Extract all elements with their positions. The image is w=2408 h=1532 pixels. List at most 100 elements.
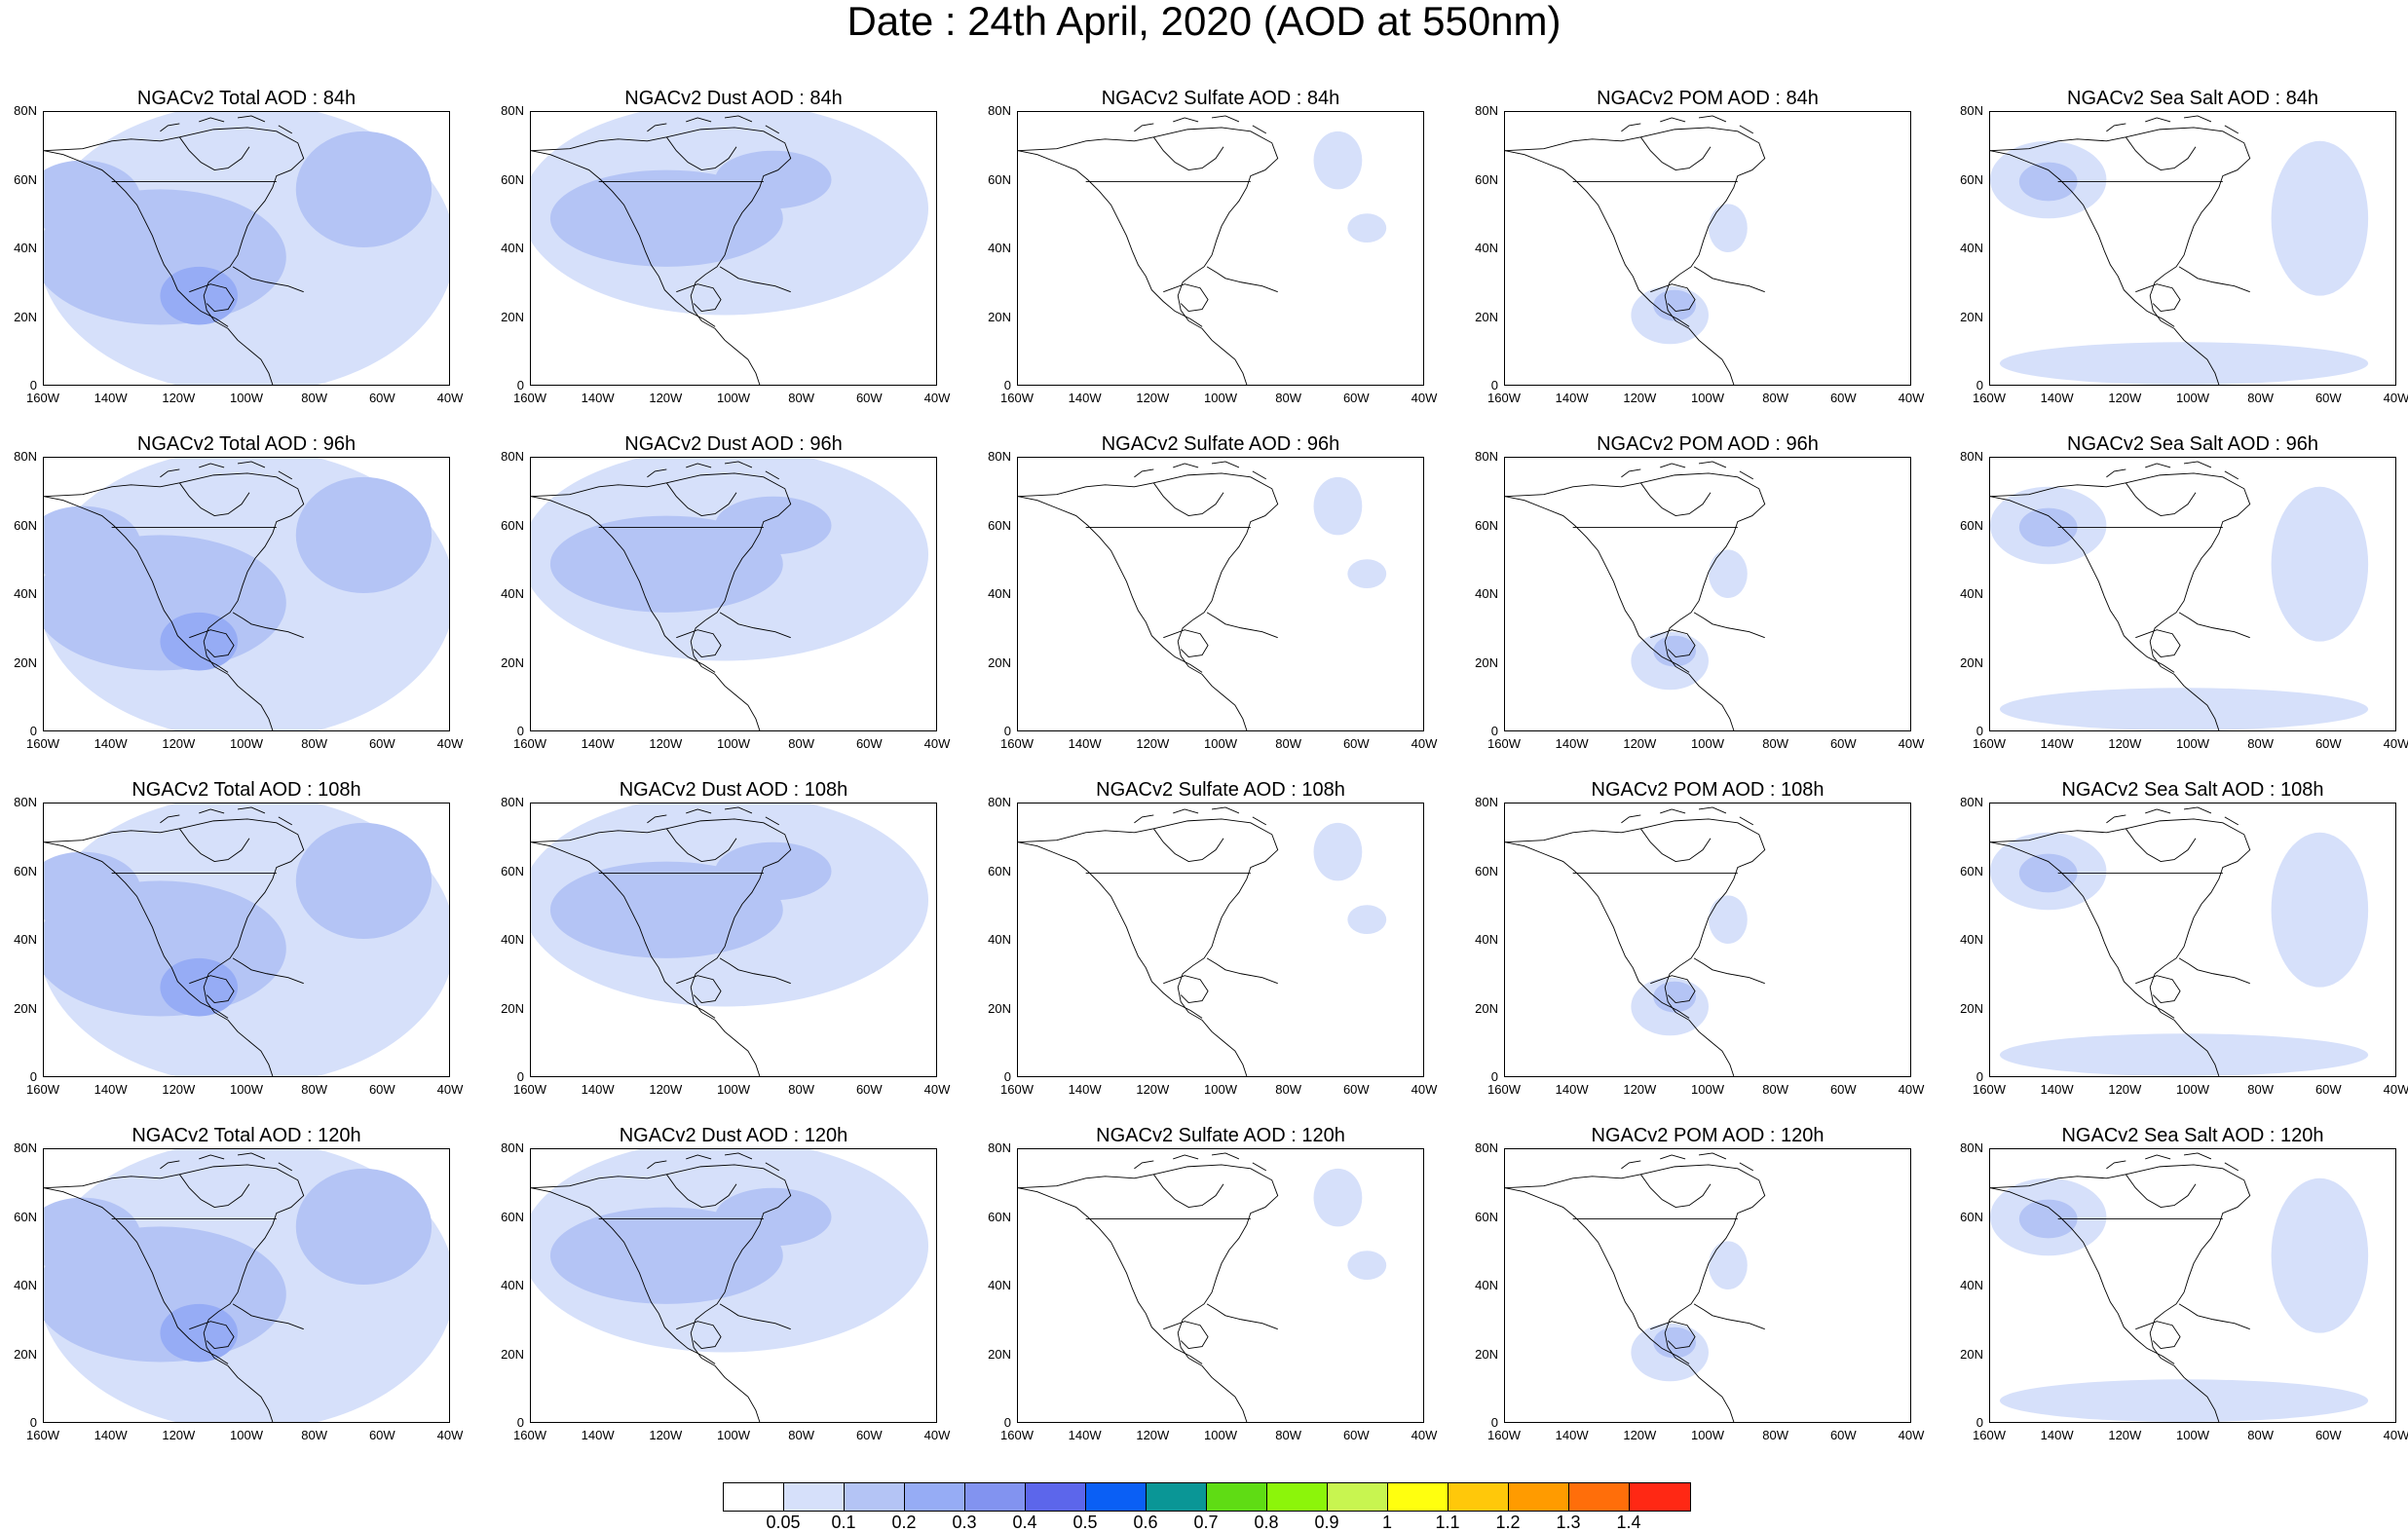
lon-tick-label: 60W: [2314, 391, 2342, 405]
coastline: [1990, 818, 2251, 1076]
map-area: [1989, 457, 2396, 731]
lat-tick-label: 80N: [1960, 795, 1983, 809]
coastline: [2106, 461, 2239, 480]
lon-tick-label: 100W: [717, 391, 750, 405]
lon-tick-label: 80W: [2247, 1082, 2275, 1097]
aod-map: [44, 458, 449, 730]
coastline: [2106, 115, 2239, 134]
coastline: [44, 496, 229, 673]
coastline: [1018, 496, 1203, 673]
colorbar-label: 1.2: [1495, 1513, 1521, 1532]
lat-tick-label: 80N: [1475, 449, 1498, 464]
aod-region: [1313, 131, 1363, 190]
coastline: [1152, 136, 1224, 171]
aod-map: [531, 458, 928, 730]
lat-tick-label: 60N: [1475, 171, 1498, 187]
lon-tick-label: 160W: [1000, 736, 1034, 751]
coastline: [1134, 806, 1266, 826]
lat-tick-label: 40N: [501, 1278, 524, 1292]
aod-map: [1018, 461, 1387, 730]
colorbar-label: 1.4: [1616, 1513, 1641, 1532]
lat-tick-label: 40N: [1475, 932, 1498, 947]
coastline: [2135, 629, 2181, 658]
lon-tick-label: 160W: [1487, 736, 1521, 751]
lon-tick-label: 120W: [649, 391, 683, 405]
lon-tick-label: 140W: [1068, 1082, 1102, 1097]
lat-tick-label: 80N: [501, 449, 524, 464]
aod-map: [1018, 1152, 1387, 1422]
lon-tick-label: 120W: [1136, 736, 1170, 751]
coastline: [189, 975, 235, 1004]
lon-tick-label: 40W: [1411, 736, 1438, 751]
map-area: [1504, 111, 1911, 386]
coastline: [232, 1303, 304, 1330]
aod-map: [531, 112, 928, 385]
coastline: [2125, 482, 2197, 517]
lat-tick-label: 0: [1003, 1415, 1011, 1430]
aod-map: [1505, 461, 1766, 730]
lat-tick-label: 40N: [1475, 586, 1498, 601]
colorbar-swatch: [965, 1483, 1026, 1511]
coastline: [44, 1164, 305, 1422]
lon-tick-label: 80W: [788, 1428, 815, 1442]
lat-tick-label: 80N: [1475, 1140, 1498, 1155]
aod-map: [44, 112, 449, 385]
lat-tick-label: 60N: [1475, 1209, 1498, 1224]
panel-title: NGACv2 Sea Salt AOD : 84h: [2067, 88, 2318, 109]
lon-tick-label: 40W: [436, 391, 464, 405]
aod-region: [1653, 289, 1697, 321]
coastline: [1990, 472, 2251, 730]
lon-tick-label: 60W: [1829, 736, 1857, 751]
lon-tick-label: 40W: [2383, 391, 2408, 405]
lon-tick-label: 100W: [2176, 1082, 2209, 1097]
aod-map: [44, 803, 449, 1076]
coastline: [1990, 1164, 2251, 1422]
coastline: [676, 629, 722, 658]
lat-tick-label: 40N: [1960, 586, 1983, 601]
coastline: [531, 127, 792, 385]
map-area: [1989, 803, 2396, 1077]
lat-tick-label: 60N: [988, 863, 1011, 878]
colorbar-label: 0.1: [831, 1513, 856, 1532]
aod-map: [1505, 115, 1766, 385]
lon-tick-label: 140W: [581, 736, 615, 751]
panel-title: NGACv2 POM AOD : 108h: [1591, 779, 1825, 801]
map-area: [1017, 803, 1424, 1077]
lat-tick-label: 0: [516, 724, 524, 738]
lon-tick-label: 100W: [230, 1082, 263, 1097]
lon-tick-label: 100W: [1204, 736, 1237, 751]
lat-tick-label: 20N: [14, 309, 37, 324]
lon-tick-label: 40W: [923, 736, 951, 751]
lon-tick-label: 60W: [1829, 1428, 1857, 1442]
colorbar-swatch: [845, 1483, 905, 1511]
aod-region: [2018, 507, 2078, 547]
coastline: [1134, 461, 1266, 480]
coastline: [1163, 629, 1209, 658]
map-area: [1017, 1148, 1424, 1423]
aod-region: [160, 266, 239, 325]
lat-tick-label: 80N: [1960, 1140, 1983, 1155]
lon-tick-label: 40W: [923, 391, 951, 405]
lat-tick-label: 20N: [14, 1346, 37, 1362]
lon-tick-label: 160W: [513, 391, 546, 405]
map-panel: NGACv2 Dust AOD : 108h 80N 60N 40N 20N 0 160W 1…: [487, 779, 974, 1112]
aod-region: [295, 1168, 433, 1286]
lat-tick-label: 80N: [988, 103, 1011, 118]
coastline: [676, 975, 722, 1004]
aod-region: [44, 505, 141, 584]
coastline: [2135, 1321, 2181, 1350]
lon-tick-label: 140W: [581, 1428, 615, 1442]
aod-region: [1313, 1168, 1363, 1227]
lat-tick-label: 60N: [14, 863, 37, 878]
coastline: [1639, 1174, 1712, 1209]
lat-tick-label: 20N: [1475, 1346, 1498, 1362]
lon-tick-label: 80W: [788, 391, 815, 405]
coastline: [531, 150, 716, 327]
lat-tick-label: 0: [1003, 724, 1011, 738]
lon-tick-label: 80W: [2247, 736, 2275, 751]
colorbar-swatch: [1388, 1483, 1449, 1511]
lon-tick-label: 60W: [855, 1082, 883, 1097]
lon-tick-label: 120W: [1136, 391, 1170, 405]
lat-tick-label: 40N: [501, 241, 524, 255]
lat-tick-label: 20N: [501, 1346, 524, 1362]
